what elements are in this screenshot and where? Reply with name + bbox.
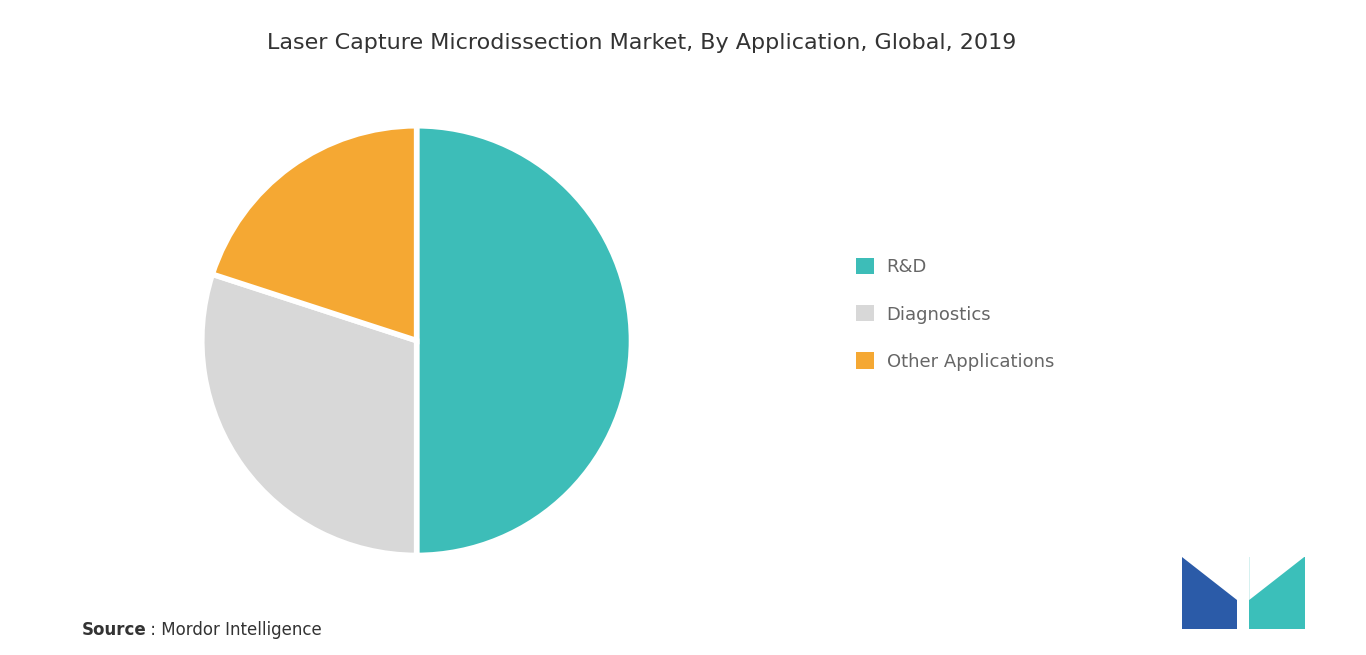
- Text: Laser Capture Microdissection Market, By Application, Global, 2019: Laser Capture Microdissection Market, By…: [268, 33, 1016, 53]
- Polygon shape: [1182, 557, 1238, 629]
- Wedge shape: [212, 126, 417, 341]
- Polygon shape: [1249, 557, 1305, 629]
- Wedge shape: [202, 274, 417, 555]
- Text: : Mordor Intelligence: : Mordor Intelligence: [145, 621, 321, 639]
- Legend: R&D, Diagnostics, Other Applications: R&D, Diagnostics, Other Applications: [856, 258, 1055, 371]
- Polygon shape: [1182, 557, 1238, 600]
- Polygon shape: [1249, 557, 1305, 600]
- Text: Source: Source: [82, 621, 146, 639]
- Wedge shape: [417, 126, 631, 555]
